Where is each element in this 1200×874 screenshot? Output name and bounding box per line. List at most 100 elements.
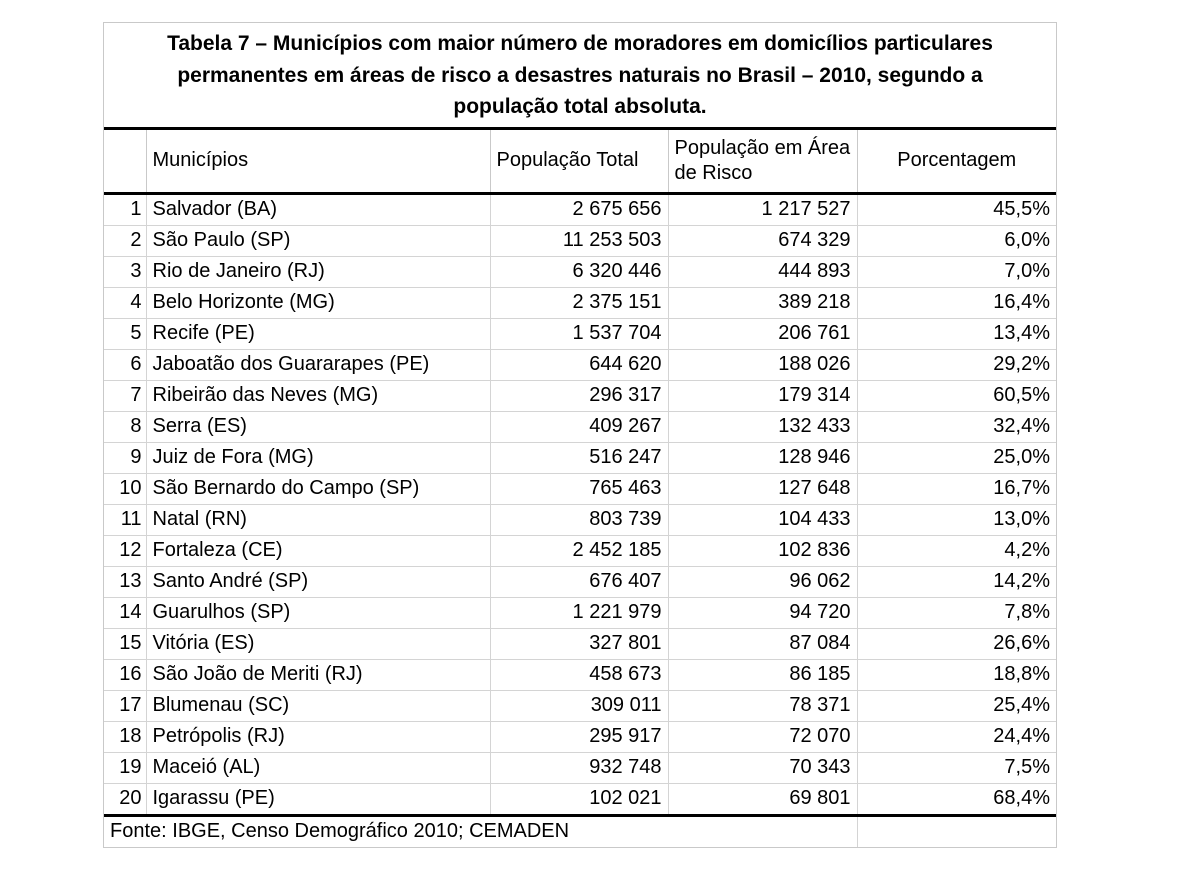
population-total-cell: 1 537 704 — [490, 318, 669, 350]
table-row: 16 São João de Meriti (RJ) 458 673 86 185 18… — [104, 659, 1056, 691]
rank-cell: 15 — [104, 628, 147, 660]
percentage-cell: 16,4% — [857, 287, 1056, 319]
table-row: 4 Belo Horizonte (MG) 2 375 151 389 218 16,4… — [104, 287, 1056, 319]
rank-cell: 11 — [104, 504, 147, 536]
percentage-cell: 25,0% — [857, 442, 1056, 474]
population-risk-cell: 102 836 — [668, 535, 858, 567]
population-total-cell: 6 320 446 — [490, 256, 669, 288]
table-row: 3 Rio de Janeiro (RJ) 6 320 446 444 893 7,0% — [104, 256, 1056, 288]
table-row: 13 Santo André (SP) 676 407 96 062 14,2% — [104, 566, 1056, 598]
table-row: 7 Ribeirão das Neves (MG) 296 317 179 314 60… — [104, 380, 1056, 412]
rank-cell: 5 — [104, 318, 147, 350]
population-total-cell: 765 463 — [490, 473, 669, 505]
percentage-cell: 7,0% — [857, 256, 1056, 288]
percentage-cell: 4,2% — [857, 535, 1056, 567]
municipality-cell: Blumenau (SC) — [146, 690, 491, 722]
rank-cell: 1 — [104, 193, 147, 226]
municipality-cell: Recife (PE) — [146, 318, 491, 350]
municipality-cell: Jaboatão dos Guararapes (PE) — [146, 349, 491, 381]
percentage-cell: 25,4% — [857, 690, 1056, 722]
population-total-cell: 11 253 503 — [490, 225, 669, 257]
percentage-cell: 24,4% — [857, 721, 1056, 753]
population-risk-cell: 179 314 — [668, 380, 858, 412]
municipality-cell: Vitória (ES) — [146, 628, 491, 660]
rank-cell: 16 — [104, 659, 147, 691]
population-total-cell: 644 620 — [490, 349, 669, 381]
rank-cell: 6 — [104, 349, 147, 381]
population-risk-cell: 86 185 — [668, 659, 858, 691]
table-row: 15 Vitória (ES) 327 801 87 084 26,6% — [104, 628, 1056, 660]
table-row: 12 Fortaleza (CE) 2 452 185 102 836 4,2% — [104, 535, 1056, 567]
percentage-cell: 29,2% — [857, 349, 1056, 381]
population-risk-cell: 674 329 — [668, 225, 858, 257]
population-risk-cell: 87 084 — [668, 628, 858, 660]
footer-empty-cell — [857, 815, 1056, 847]
table-row: 19 Maceió (AL) 932 748 70 343 7,5% — [104, 752, 1056, 784]
rank-cell: 4 — [104, 287, 147, 319]
table-row: 18 Petrópolis (RJ) 295 917 72 070 24,4% — [104, 721, 1056, 753]
rank-cell: 17 — [104, 690, 147, 722]
percentage-cell: 7,5% — [857, 752, 1056, 784]
percentage-cell: 6,0% — [857, 225, 1056, 257]
table-row: 14 Guarulhos (SP) 1 221 979 94 720 7,8% — [104, 597, 1056, 629]
population-total-cell: 102 021 — [490, 783, 669, 817]
table-footer: Fonte: IBGE, Censo Demográfico 2010; CEM… — [104, 815, 1056, 847]
table-row: 5 Recife (PE) 1 537 704 206 761 13,4% — [104, 318, 1056, 350]
population-total-cell: 295 917 — [490, 721, 669, 753]
population-risk-cell: 188 026 — [668, 349, 858, 381]
municipality-cell: Igarassu (PE) — [146, 783, 491, 817]
municipality-cell: Belo Horizonte (MG) — [146, 287, 491, 319]
rank-cell: 19 — [104, 752, 147, 784]
population-risk-cell: 72 070 — [668, 721, 858, 753]
rank-cell: 2 — [104, 225, 147, 257]
rank-cell: 14 — [104, 597, 147, 629]
table-row: 17 Blumenau (SC) 309 011 78 371 25,4% — [104, 690, 1056, 722]
municipality-cell: São João de Meriti (RJ) — [146, 659, 491, 691]
table-row: 1 Salvador (BA) 2 675 656 1 217 527 45,5% — [104, 193, 1056, 226]
table-row: 8 Serra (ES) 409 267 132 433 32,4% — [104, 411, 1056, 443]
population-risk-cell: 1 217 527 — [668, 193, 858, 226]
table-block: Tabela 7 – Municípios com maior número d… — [103, 22, 1057, 848]
municipality-cell: Fortaleza (CE) — [146, 535, 491, 567]
population-risk-cell: 94 720 — [668, 597, 858, 629]
population-total-cell: 2 452 185 — [490, 535, 669, 567]
municipality-cell: Serra (ES) — [146, 411, 491, 443]
municipality-cell: Guarulhos (SP) — [146, 597, 491, 629]
municipality-cell: Natal (RN) — [146, 504, 491, 536]
rank-cell: 12 — [104, 535, 147, 567]
rank-cell: 8 — [104, 411, 147, 443]
municipalities-table: Municípios População Total População em … — [104, 129, 1056, 847]
population-total-cell: 1 221 979 — [490, 597, 669, 629]
municipality-cell: Salvador (BA) — [146, 193, 491, 226]
municipality-cell: Juiz de Fora (MG) — [146, 442, 491, 474]
percentage-cell: 16,7% — [857, 473, 1056, 505]
rank-cell: 18 — [104, 721, 147, 753]
population-total-cell: 296 317 — [490, 380, 669, 412]
header-rank — [104, 129, 147, 195]
population-total-cell: 409 267 — [490, 411, 669, 443]
percentage-cell: 45,5% — [857, 193, 1056, 226]
percentage-cell: 60,5% — [857, 380, 1056, 412]
population-total-cell: 2 675 656 — [490, 193, 669, 226]
rank-cell: 9 — [104, 442, 147, 474]
table-row: 9 Juiz de Fora (MG) 516 247 128 946 25,0% — [104, 442, 1056, 474]
percentage-cell: 26,6% — [857, 628, 1056, 660]
municipality-cell: Petrópolis (RJ) — [146, 721, 491, 753]
percentage-cell: 14,2% — [857, 566, 1056, 598]
table-row: 20 Igarassu (PE) 102 021 69 801 68,4% — [104, 783, 1056, 817]
rank-cell: 13 — [104, 566, 147, 598]
percentage-cell: 13,4% — [857, 318, 1056, 350]
population-total-cell: 516 247 — [490, 442, 669, 474]
percentage-cell: 18,8% — [857, 659, 1056, 691]
rank-cell: 7 — [104, 380, 147, 412]
population-total-cell: 803 739 — [490, 504, 669, 536]
population-total-cell: 676 407 — [490, 566, 669, 598]
population-risk-cell: 389 218 — [668, 287, 858, 319]
percentage-cell: 32,4% — [857, 411, 1056, 443]
header-populacao-total: População Total — [490, 129, 669, 195]
table-row: 6 Jaboatão dos Guararapes (PE) 644 620 188 … — [104, 349, 1056, 381]
percentage-cell: 7,8% — [857, 597, 1056, 629]
population-risk-cell: 104 433 — [668, 504, 858, 536]
population-total-cell: 932 748 — [490, 752, 669, 784]
municipality-cell: Maceió (AL) — [146, 752, 491, 784]
